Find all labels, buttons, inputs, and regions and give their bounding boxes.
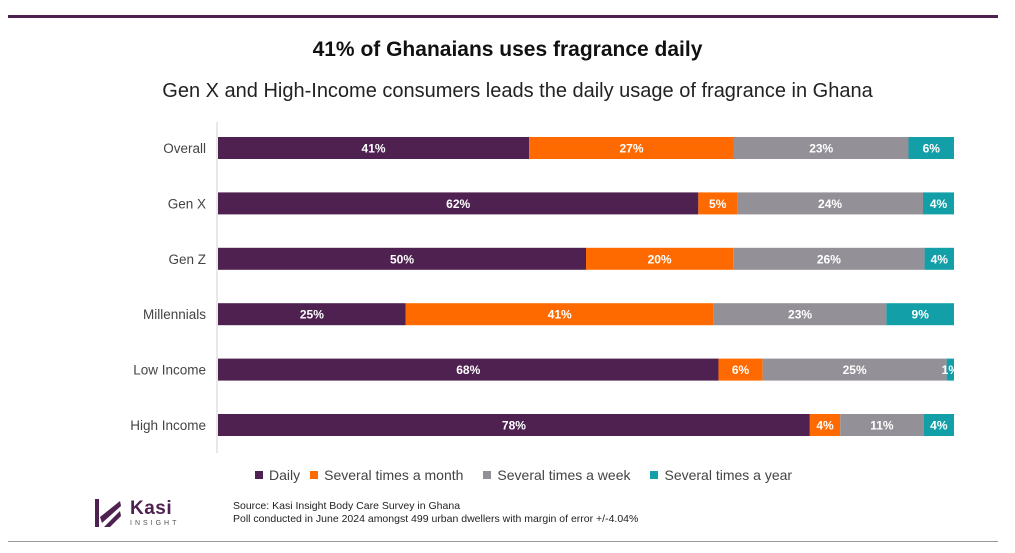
bar-segment — [737, 192, 924, 215]
chart-title: 41% of Ghanaians uses fragrance daily — [312, 38, 703, 61]
category-label: Gen Z — [168, 252, 206, 267]
data-label: 6% — [923, 142, 941, 156]
legend-swatch — [255, 471, 263, 479]
data-label: 4% — [931, 252, 949, 266]
category-label: Low Income — [133, 363, 206, 378]
data-label: 20% — [648, 252, 672, 266]
bottom-rule — [8, 541, 998, 542]
chart-subtitle: Gen X and High-Income consumers leads th… — [162, 80, 873, 102]
category-label: Millennials — [143, 307, 206, 322]
bar-segment — [946, 358, 954, 381]
data-label: 78% — [502, 419, 526, 433]
bar-segment — [218, 137, 530, 159]
legend-label: Several times a week — [497, 467, 631, 483]
bar-segment — [218, 358, 719, 381]
bar-segment — [718, 358, 763, 381]
data-label: 6% — [732, 363, 750, 377]
category-label: Gen X — [168, 196, 206, 211]
data-label: 62% — [446, 197, 470, 211]
data-label: 11% — [870, 419, 894, 433]
bar-segment — [840, 414, 924, 436]
bar-segment — [586, 247, 734, 270]
bar-segment — [733, 247, 925, 270]
bar-segment — [908, 137, 954, 159]
data-label: 41% — [362, 142, 386, 156]
data-label: 24% — [818, 197, 842, 211]
bar-segment — [698, 192, 738, 215]
data-label: 68% — [456, 363, 480, 377]
bar-segment — [762, 358, 947, 381]
top-rule — [8, 15, 998, 18]
data-label: 9% — [912, 308, 930, 322]
bar-segment — [218, 414, 810, 436]
data-label: 4% — [816, 419, 834, 433]
bar-segment — [218, 192, 699, 215]
chart-legend: Daily Several times a month Several times … — [255, 467, 792, 483]
bar-segment — [218, 303, 406, 326]
bar-segment — [923, 414, 954, 436]
data-label: 41% — [548, 308, 572, 322]
data-label: 4% — [930, 197, 948, 211]
source-line-1: Source: Kasi Insight Body Care Survey in… — [233, 500, 461, 512]
legend-item: Several times a week — [483, 467, 630, 483]
legend-item: Several times a month — [310, 467, 463, 483]
legend-label: Several times a month — [324, 467, 464, 483]
legend-label: Daily — [269, 467, 301, 483]
legend-swatch — [483, 471, 492, 479]
kasi-logo-icon — [95, 499, 121, 527]
data-label: 25% — [843, 363, 867, 377]
bar-segment — [733, 137, 909, 159]
stacked-bar-chart: Overall 41% 27% 23% 6% Gen X 62% 5% 24% 4% Gen Z 50… — [130, 122, 960, 453]
bar-segment — [923, 192, 954, 215]
source-note: Source: Kasi Insight Body Care Survey in… — [233, 500, 638, 526]
bar-segment — [924, 247, 954, 270]
data-label: 27% — [620, 142, 644, 156]
bar-segment — [405, 303, 714, 326]
legend-item: Daily — [255, 467, 300, 483]
data-label: 4% — [930, 419, 948, 433]
logo-tagline: INSIGHT — [130, 520, 180, 527]
logo-wordmark: Kasi — [130, 498, 173, 519]
kasi-logo: Kasi INSIGHT — [92, 497, 179, 529]
bar-segment — [713, 303, 887, 326]
bar-segment — [218, 247, 586, 270]
bar-segment — [529, 137, 734, 159]
legend-swatch — [310, 471, 319, 479]
source-line-2: Poll conducted in June 2024 amongst 499 … — [233, 513, 639, 525]
bar-segment — [886, 303, 954, 326]
data-label: 26% — [817, 252, 841, 266]
category-label: High Income — [130, 418, 206, 433]
legend-label: Several times a year — [664, 467, 793, 483]
data-label: 5% — [709, 197, 727, 211]
data-label: 23% — [788, 308, 812, 322]
legend-item: Several times a year — [650, 467, 792, 483]
category-label: Overall — [163, 141, 206, 156]
data-label: 1% — [942, 363, 960, 377]
data-label: 50% — [390, 252, 414, 266]
bar-segment — [809, 414, 841, 436]
legend-swatch — [650, 471, 659, 479]
data-label: 25% — [300, 308, 324, 322]
data-label: 23% — [809, 142, 833, 156]
